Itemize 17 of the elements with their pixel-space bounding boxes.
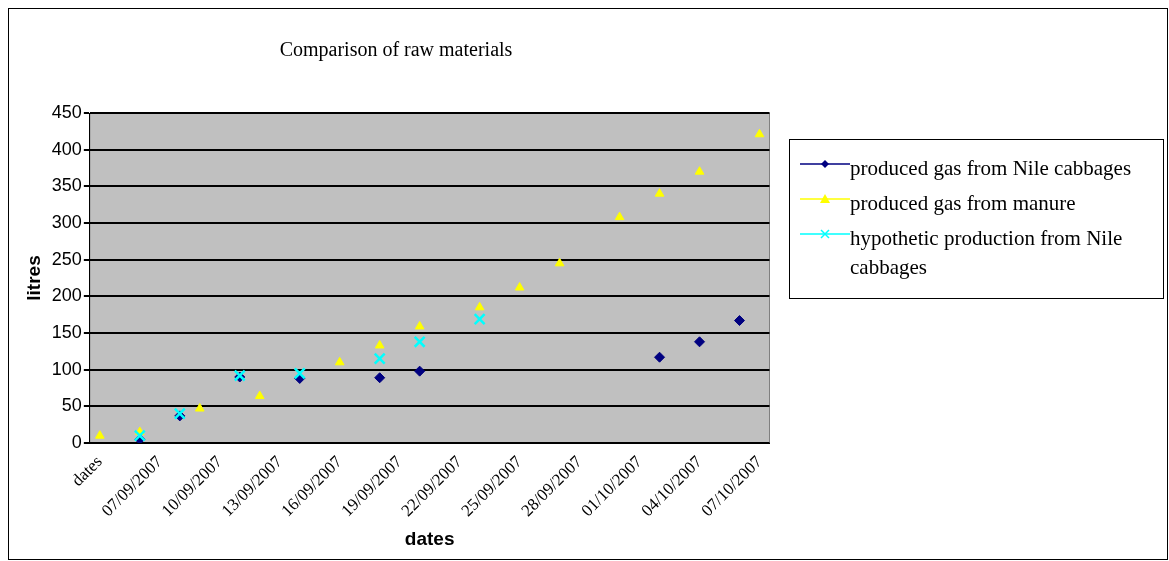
y-tick-label: 450 [51,101,82,122]
y-tick-label: 0 [71,431,82,452]
x-axis-title: dates [404,527,455,549]
y-tick-label: 150 [51,321,82,342]
y-axis-title: litres [22,255,44,301]
x-tick-label: dates [67,451,106,490]
y-tick-label: 100 [51,358,82,379]
y-tick-label: 50 [61,395,82,416]
y-tick-label: 400 [51,138,82,159]
y-tick-label: 250 [51,248,82,269]
y-tick-label: 350 [51,175,82,196]
legend-label: produced gas from Nile cabbages [850,155,1132,182]
chart-title: Comparison of raw materials [279,38,513,62]
y-tick-label: 300 [51,211,82,232]
y-tick-label: 200 [51,285,82,306]
legend-label: hypothetic production from Nile cabbages [850,225,1124,281]
legend-label: produced gas from manure [850,190,1076,217]
